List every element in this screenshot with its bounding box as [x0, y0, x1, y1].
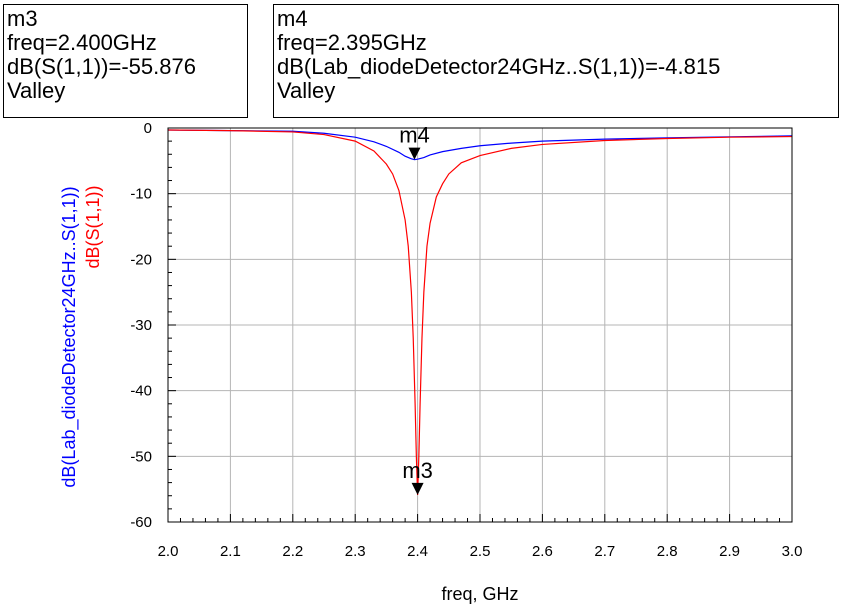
chart-grid — [167, 127, 793, 523]
series-line — [167, 129, 793, 495]
x-tick-label: 2.4 — [407, 543, 428, 560]
y-tick-label: -50 — [130, 448, 152, 465]
chart-markers: m4 m3 — [399, 123, 433, 495]
y-tick-label: -60 — [130, 514, 152, 531]
marker-value: dB(Lab_diodeDetector24GHz..S(1,1))=-4.81… — [277, 54, 721, 79]
marker-name: m3 — [7, 6, 38, 31]
y-tick-label: -30 — [130, 317, 152, 334]
marker-freq: freq=2.395GHz — [277, 30, 427, 55]
marker-readout-m4: m4 freq=2.395GHz dB(Lab_diodeDetector24G… — [273, 4, 839, 118]
x-tick-label: 2.2 — [282, 543, 303, 560]
x-tick-label: 2.0 — [158, 543, 179, 560]
y-tick-label: -20 — [130, 251, 152, 268]
x-axis-ticks: 2.0 2.1 2.2 2.3 2.4 2.5 2.6 2.7 2.8 2.9 3.0 — [158, 514, 803, 560]
y-tick-label: 0 — [144, 120, 152, 137]
x-tick-label: 2.3 — [345, 543, 366, 560]
x-axis-title: freq, GHz — [441, 584, 518, 604]
marker-type: Valley — [7, 78, 66, 103]
x-tick-label: 2.5 — [470, 543, 491, 560]
x-tick-label: 2.7 — [594, 543, 615, 560]
y-axis-title-diode: dB(Lab_diodeDetector24GHz..S(1,1)) — [59, 186, 80, 487]
marker-triangle — [408, 147, 421, 160]
marker-type: Valley — [277, 78, 336, 103]
y-axis-ticks: 0 -10 -20 -30 -40 -50 -60 — [130, 120, 176, 531]
marker-readout-m3: m3 freq=2.400GHz dB(S(1,1))=-55.876 Vall… — [3, 4, 248, 118]
marker-label: m3 — [402, 458, 433, 483]
marker-name: m4 — [277, 6, 308, 31]
marker-value: dB(S(1,1))=-55.876 — [7, 54, 196, 79]
y-axis-title-s11: dB(S(1,1)) — [83, 185, 103, 268]
plot-frame — [167, 127, 793, 523]
chart-series — [167, 129, 793, 495]
y-tick-label: -10 — [130, 186, 152, 203]
x-tick-label: 2.6 — [532, 543, 553, 560]
marker-triangle — [411, 482, 424, 495]
series-line — [167, 129, 793, 161]
x-tick-label: 3.0 — [782, 543, 803, 560]
y-tick-label: -40 — [130, 383, 152, 400]
x-tick-label: 2.9 — [719, 543, 740, 560]
x-tick-label: 2.8 — [657, 543, 678, 560]
x-tick-label: 2.1 — [220, 543, 241, 560]
marker-label: m4 — [399, 123, 430, 148]
marker-freq: freq=2.400GHz — [7, 30, 157, 55]
